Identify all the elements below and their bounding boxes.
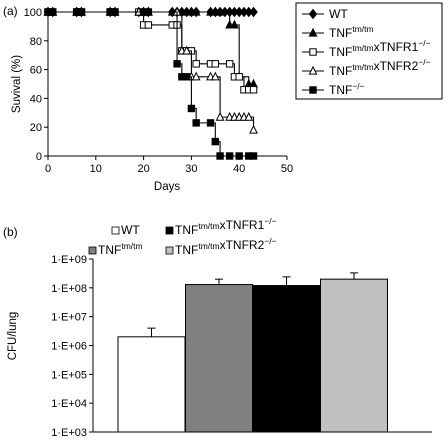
cfu-bars: [117, 272, 388, 433]
survival-series: [43, 6, 258, 160]
cfu-ylabel: CFU/lung: [7, 312, 19, 361]
survival-point: [191, 6, 201, 16]
survival-point: [216, 152, 224, 160]
survival-point: [244, 111, 254, 121]
survival-x-tick-label: 10: [90, 163, 102, 175]
survival-y-tick-label: 100: [24, 7, 42, 19]
survival-point: [191, 71, 201, 81]
survival-point: [211, 137, 220, 146]
survival-point: [77, 8, 86, 16]
cfu-legend-swatch: [165, 226, 174, 235]
survival-y-tick-label: 20: [30, 122, 42, 134]
survival-point: [225, 152, 234, 160]
survival-x-tick-label: 20: [137, 163, 149, 175]
survival-point: [235, 73, 243, 81]
cfu-legend-label: TNFtm/tmxTNFR1−/−: [175, 216, 277, 237]
cfu-y-tick-label: 1·E+05: [51, 369, 87, 381]
cfu-y-tick-label: 1·E+07: [51, 312, 87, 324]
survival-x-tick-label: 40: [233, 163, 245, 175]
survival-y-tick-label: 0: [36, 151, 42, 163]
legend-label: WT: [329, 7, 348, 21]
survival-legend-box: [295, 2, 443, 100]
legend-marker: [309, 48, 317, 56]
cfu-legend-swatch: [165, 246, 174, 255]
survival-point: [111, 8, 119, 16]
survival-point: [192, 60, 200, 68]
survival-point: [192, 119, 200, 127]
survival-line: [48, 11, 255, 131]
legend-label: TNFtm/tmxTNFR1−/−: [329, 38, 431, 59]
cfu-y-tick-label: 1·E+06: [51, 341, 87, 353]
survival-point: [249, 152, 258, 160]
survival-series-1: [43, 6, 258, 88]
cfu-y-tick-label: 1·E+09: [51, 254, 87, 266]
survival-series-2: [44, 8, 258, 94]
survival-point: [144, 8, 153, 16]
survival-point: [215, 6, 225, 16]
legend-marker: [308, 27, 318, 37]
cfu-y-tick-label: 1·E+03: [51, 427, 87, 439]
survival-legend: WT TNFtm/tmTNFtm/tmxTNFR1−/−TNFtm/tmxTNFR…: [295, 2, 443, 100]
cfu-legend-swatch: [111, 226, 120, 235]
survival-point: [249, 124, 258, 134]
legend-label: TNF−/−: [329, 81, 365, 97]
legend-label: TNFtm/tm: [329, 24, 374, 40]
survival-line: [48, 11, 254, 157]
survival-point: [182, 73, 191, 81]
survival-point: [210, 71, 220, 81]
cfu-y-tick-label: 1·E+08: [51, 283, 87, 295]
survival-point: [206, 119, 215, 127]
panel-a-label: (a): [3, 4, 18, 18]
legend-marker: [308, 8, 318, 20]
survival-y-tick-label: 40: [30, 93, 42, 105]
survival-x-tick-label: 30: [185, 163, 197, 175]
survival-xlabel: Days: [154, 181, 180, 193]
cfu-bar: [185, 284, 253, 433]
cfu-bar: [117, 336, 186, 433]
cfu-legend-label: TNFtm/tmxTNFR2−/−: [175, 236, 277, 257]
survival-series-4: [44, 8, 258, 160]
survival-point: [182, 45, 192, 55]
legend-marker: [308, 65, 318, 75]
survival-ylabel: Suvival (%): [11, 55, 23, 113]
cfu-legend-swatch: [88, 246, 97, 255]
survival-y-tick-label: 80: [30, 36, 42, 48]
survival-x-tick-label: 50: [281, 163, 293, 175]
survival-plot: 0 20 40 60 80 100 0 10 20 30 40 50 Days Suvival (%): [11, 6, 293, 193]
cfu-legend: WT TNFtm/tm TNFtm/tmxTNFR1−/−TNFtm/tmxTNFR…: [88, 216, 277, 257]
survival-y-tick-label: 60: [30, 65, 42, 77]
survival-point: [187, 104, 196, 113]
survival-point: [225, 60, 234, 68]
survival-point: [144, 21, 153, 29]
survival-point: [235, 152, 243, 160]
legend-label: TNFtm/tmxTNFR2−/−: [329, 57, 431, 78]
survival-point: [49, 8, 57, 16]
survival-point: [211, 60, 220, 68]
survival-point: [249, 86, 258, 94]
legend-marker: [309, 86, 317, 94]
survival-point: [173, 60, 181, 68]
cfu-bar: [252, 285, 321, 433]
survival-point: [249, 6, 258, 18]
panel-b-label: (b): [3, 225, 18, 239]
survival-point: [215, 111, 225, 121]
cfu-legend-label: WT: [121, 223, 140, 237]
cfu-y-tick-label: 1·E+04: [51, 398, 87, 410]
cfu-bar: [320, 278, 388, 433]
survival-axes: 0 20 40 60 80 100 0 10 20 30 40 50: [24, 7, 293, 175]
survival-point: [230, 19, 239, 29]
cfu-plot: 1·E+03 1·E+04 1·E+05 1·E+06 1·E+07 1·E+08 1·E+…: [7, 254, 432, 439]
cfu-legend-label: TNFtm/tm: [98, 241, 143, 257]
survival-x-tick-label: 0: [45, 163, 51, 175]
